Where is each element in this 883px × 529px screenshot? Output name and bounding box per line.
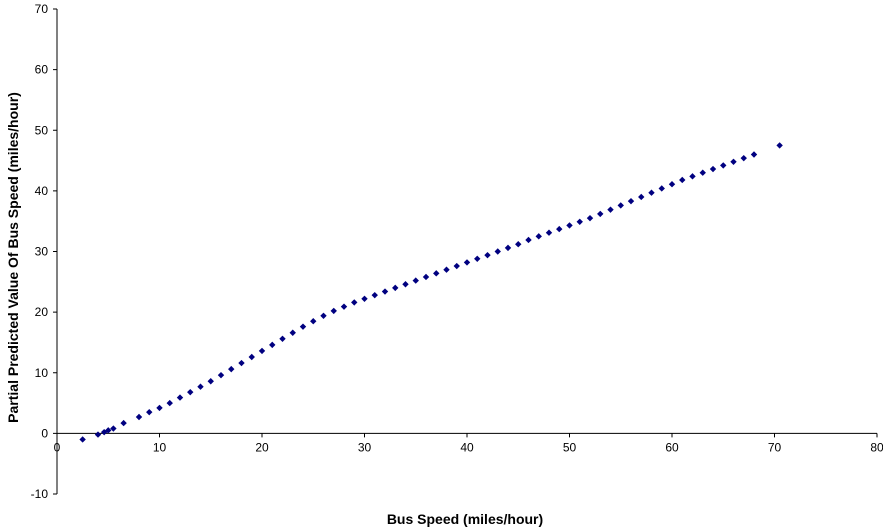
- data-point: [279, 335, 286, 342]
- data-point: [351, 299, 358, 306]
- y-tick-label: 20: [35, 305, 49, 319]
- data-point: [299, 323, 307, 330]
- data-point: [638, 193, 645, 201]
- data-point: [730, 158, 737, 165]
- data-point: [146, 408, 153, 416]
- data-point: [258, 347, 266, 355]
- x-axis-ticks: 0 10 20 30 40 50 60 70 80: [54, 433, 883, 454]
- data-point: [120, 419, 127, 427]
- data-point: [310, 318, 317, 325]
- data-point: [776, 142, 783, 149]
- data-point: [166, 399, 173, 407]
- data-point: [627, 197, 635, 205]
- data-point: [556, 225, 563, 233]
- y-tick-label: 10: [35, 366, 49, 380]
- data-point: [330, 307, 337, 315]
- y-tick-label: 30: [35, 245, 49, 259]
- data-point: [443, 266, 450, 273]
- data-point: [187, 388, 194, 396]
- x-tick-label: 0: [54, 440, 61, 454]
- data-point: [361, 295, 368, 302]
- data-point: [412, 277, 419, 284]
- data-point: [197, 383, 204, 390]
- x-tick-label: 20: [255, 440, 269, 454]
- data-point: [494, 248, 501, 255]
- data-point: [709, 165, 717, 173]
- data-point: [463, 259, 471, 266]
- data-point: [289, 329, 296, 336]
- data-point: [617, 202, 624, 209]
- data-point: [402, 281, 409, 288]
- data-point: [566, 222, 573, 229]
- x-tick-label: 70: [768, 440, 782, 454]
- data-point: [586, 214, 594, 222]
- data-point: [504, 244, 512, 252]
- data-point: [720, 162, 727, 169]
- data-point: [228, 365, 235, 373]
- y-axis-ticks: -10 0 10 20 30 40 50 60 70: [31, 2, 57, 501]
- x-tick-label: 30: [358, 440, 372, 454]
- data-point: [105, 427, 112, 434]
- axes: [56, 9, 877, 494]
- data-point: [110, 425, 117, 432]
- data-point: [648, 189, 655, 196]
- data-point: [699, 169, 706, 176]
- data-point: [217, 371, 225, 379]
- x-tick-label: 40: [460, 440, 474, 454]
- data-point: [340, 303, 348, 310]
- y-tick-label: 0: [41, 426, 48, 440]
- x-tick-label: 60: [665, 440, 679, 454]
- y-tick-label: 40: [35, 184, 49, 198]
- data-point: [689, 173, 696, 180]
- data-point: [535, 233, 542, 240]
- data-point: [484, 251, 491, 259]
- data-point: [320, 312, 327, 319]
- data-point: [453, 262, 460, 270]
- data-point: [607, 206, 614, 213]
- data-point: [422, 273, 430, 281]
- data-point: [515, 241, 522, 248]
- data-point: [176, 394, 184, 401]
- x-tick-label: 10: [153, 440, 167, 454]
- data-points: [79, 142, 783, 443]
- data-point: [94, 431, 102, 438]
- data-point: [381, 288, 389, 295]
- x-tick-label: 80: [870, 440, 883, 454]
- y-tick-label: 70: [35, 2, 49, 16]
- x-tick-label: 50: [563, 440, 577, 454]
- data-point: [658, 185, 665, 192]
- y-tick-label: 60: [35, 63, 49, 77]
- data-point: [597, 210, 604, 218]
- data-point: [156, 404, 163, 412]
- data-point: [392, 284, 399, 292]
- y-tick-label: -10: [31, 487, 49, 501]
- data-point: [525, 236, 532, 244]
- data-point: [474, 255, 481, 262]
- data-point: [248, 353, 255, 361]
- x-axis-title: Bus Speed (miles/hour): [387, 511, 543, 527]
- data-point: [269, 341, 276, 349]
- data-point: [576, 218, 583, 225]
- data-point: [679, 176, 686, 184]
- data-point: [433, 270, 440, 277]
- data-point: [371, 291, 378, 299]
- data-point: [668, 181, 676, 188]
- y-axis-title: Partial Predicted Value Of Bus Speed (mi…: [5, 92, 21, 423]
- data-point: [79, 436, 86, 443]
- data-point: [238, 359, 245, 367]
- data-point: [740, 154, 747, 162]
- y-tick-label: 50: [35, 123, 49, 137]
- data-point: [207, 378, 214, 385]
- data-point: [750, 151, 758, 158]
- data-point: [545, 229, 553, 236]
- data-point: [135, 413, 143, 421]
